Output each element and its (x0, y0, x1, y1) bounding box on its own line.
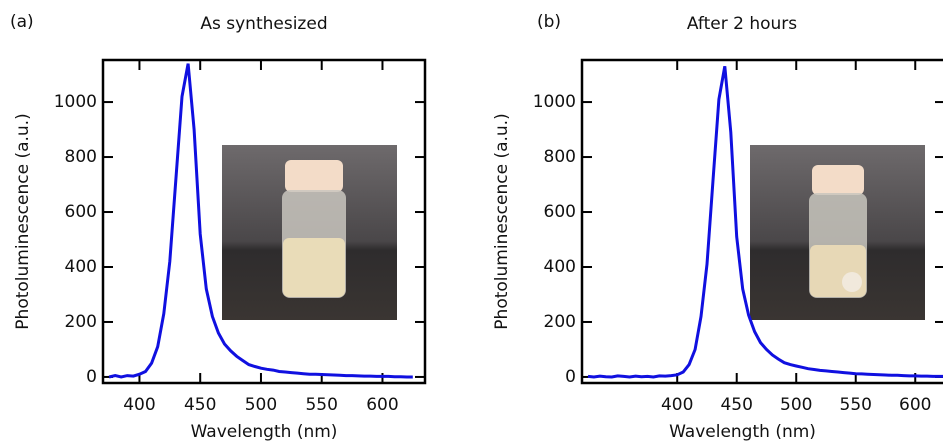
y-tick-label: 200 (544, 312, 576, 332)
x-tick-label: 600 (366, 395, 398, 415)
inset-photo (750, 145, 925, 320)
spectrum-line (587, 66, 943, 379)
inset-photo (222, 145, 397, 320)
x-tick-label: 400 (123, 395, 155, 415)
y-tick-label: 800 (65, 147, 97, 167)
y-axis-label: Photoluminescence (a.u.) (492, 113, 512, 329)
spectrum-line (108, 63, 413, 379)
x-tick-label: 400 (661, 395, 693, 415)
y-tick-label: 1000 (533, 92, 576, 112)
x-tick-label: 500 (245, 395, 277, 415)
x-tick-label: 450 (720, 395, 752, 415)
x-tick-label: 600 (899, 395, 931, 415)
plot-frame (101, 58, 427, 385)
y-axis-label: Photoluminescence (a.u.) (13, 113, 33, 329)
x-tick-label: 550 (840, 395, 872, 415)
panel-label: (a) (10, 12, 34, 32)
panel-label: (b) (537, 12, 561, 32)
y-tick-label: 0 (86, 367, 97, 387)
y-tick-label: 600 (544, 202, 576, 222)
plot-frame (580, 58, 943, 385)
y-tick-label: 400 (544, 257, 576, 277)
y-tick-label: 400 (65, 257, 97, 277)
y-tick-label: 1000 (54, 92, 97, 112)
y-tick-label: 800 (544, 147, 576, 167)
x-axis-label: Wavelength (nm) (669, 422, 816, 442)
y-tick-label: 600 (65, 202, 97, 222)
x-axis-label: Wavelength (nm) (191, 422, 338, 442)
x-tick-label: 550 (305, 395, 337, 415)
x-tick-label: 500 (780, 395, 812, 415)
y-tick-label: 0 (565, 367, 576, 387)
x-tick-label: 450 (184, 395, 216, 415)
y-tick-label: 200 (65, 312, 97, 332)
chart-title: After 2 hours (687, 14, 797, 34)
chart-title: As synthesized (200, 14, 327, 34)
